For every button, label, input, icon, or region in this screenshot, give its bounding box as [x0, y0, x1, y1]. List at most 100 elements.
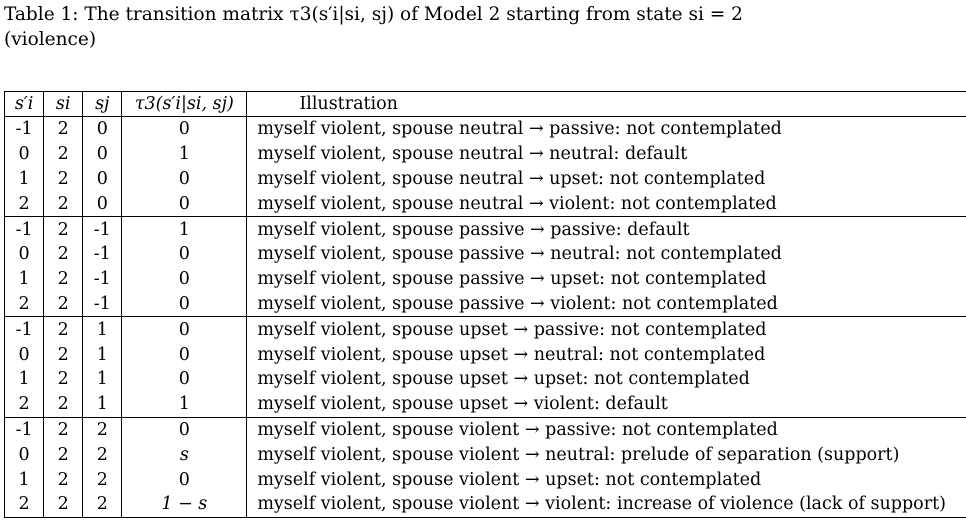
cell-s-i: 2: [43, 417, 84, 443]
cell-s-i: 2: [43, 467, 84, 492]
cell-s-i: 2: [43, 116, 84, 142]
cell-tau: 0: [121, 116, 248, 142]
cell-illustration: myself violent, spouse neutral → upset: …: [257, 168, 766, 189]
cell-s-prime-i: 0: [3, 342, 45, 367]
table-row: 0 2 2 s myself violent, spouse violent → neu…: [3, 442, 966, 468]
cell-tau: 0: [121, 191, 248, 218]
cell-s-i: 2: [43, 442, 84, 468]
transition-matrix-table: s′i si sj τ3(s′i|si, sj) Illustration -1…: [3, 91, 966, 518]
cell-s-j: 0: [82, 166, 123, 192]
cell-s-i: 2: [43, 491, 84, 518]
cell-illustration: myself violent, spouse upset → neutral: …: [257, 344, 766, 365]
table-body: -1 2 0 0 myself violent, spouse neutral → pa…: [3, 116, 966, 518]
cell-tau: 1: [121, 141, 248, 167]
cell-illustration: myself violent, spouse passive → neutral…: [257, 244, 782, 265]
cell-s-j: 1: [82, 391, 123, 418]
table-row: 1 2 1 0 myself violent, spouse upset → upset…: [3, 366, 966, 392]
cell-s-prime-i: 1: [3, 266, 45, 292]
cell-s-j: 0: [82, 141, 123, 167]
cell-s-i: 2: [43, 266, 84, 292]
table-row: 1 2 -1 0 myself violent, spouse passive → up…: [3, 266, 966, 292]
cell-s-j: 2: [82, 442, 123, 468]
cell-s-prime-i: -1: [3, 116, 45, 142]
table-row: 1 2 0 0 myself violent, spouse neutral → ups…: [3, 166, 966, 192]
cell-s-prime-i: 2: [3, 391, 45, 418]
table-row: 2 2 1 1 myself violent, spouse upset → viole…: [3, 391, 966, 418]
cell-illustration: myself violent, spouse upset → upset: no…: [257, 369, 750, 390]
cell-s-prime-i: 0: [3, 241, 45, 267]
cell-s-prime-i: 2: [3, 491, 45, 518]
cell-s-j: 2: [82, 491, 123, 518]
header-s-prime-i: s′i: [3, 91, 45, 117]
table-row: -1 2 2 0 myself violent, spouse violent → pa…: [3, 417, 966, 443]
cell-s-prime-i: 1: [3, 366, 45, 392]
cell-illustration: myself violent, spouse violent → violent…: [246, 491, 966, 518]
cell-s-prime-i: -1: [3, 316, 45, 343]
cell-s-prime-i: 2: [3, 191, 45, 218]
cell-s-i: 2: [43, 141, 84, 167]
cell-s-i: 2: [43, 342, 84, 367]
cell-s-i: 2: [43, 191, 84, 218]
cell-s-prime-i: -1: [3, 216, 45, 242]
cell-s-i: 2: [43, 166, 84, 192]
cell-illustration: myself violent, spouse violent → passive…: [257, 419, 778, 440]
cell-s-j: 1: [82, 342, 123, 367]
cell-illustration: myself violent, spouse passive → violent…: [246, 291, 966, 318]
cell-illustration: myself violent, spouse neutral → neutral…: [257, 144, 688, 165]
cell-tau: 1 − s: [121, 491, 248, 518]
table-row: 1 2 2 0 myself violent, spouse violent → ups…: [3, 467, 966, 492]
cell-tau: 0: [121, 316, 248, 343]
cell-illustration: myself violent, spouse violent → upset: …: [257, 469, 762, 490]
table-row: -1 2 -1 1 myself violent, spouse passive → p…: [3, 216, 966, 242]
cell-illustration: myself violent, spouse passive → upset: …: [257, 269, 767, 290]
cell-illustration: myself violent, spouse upset → passive: …: [257, 319, 767, 340]
cell-tau: 0: [121, 291, 248, 318]
cell-s-j: 2: [82, 417, 123, 443]
table-caption: Table 1: The transition matrix τ3(s′i|si…: [4, 2, 904, 52]
cell-tau: 0: [121, 166, 248, 192]
cell-s-j: 1: [82, 316, 123, 343]
cell-s-prime-i: 1: [3, 166, 45, 192]
cell-tau: 0: [121, 366, 248, 392]
cell-s-j: 0: [82, 116, 123, 142]
cell-s-j: -1: [82, 291, 123, 318]
cell-s-i: 2: [43, 316, 84, 343]
cell-s-j: 2: [82, 467, 123, 492]
cell-s-prime-i: -1: [3, 417, 45, 443]
cell-s-prime-i: 1: [3, 467, 45, 492]
cell-s-prime-i: 0: [3, 442, 45, 468]
header-illustration: Illustration: [246, 91, 966, 117]
cell-illustration: myself violent, spouse passive → passive…: [257, 219, 690, 240]
cell-tau: 0: [121, 241, 248, 267]
table-row: 0 2 0 1 myself violent, spouse neutral → neu…: [3, 141, 966, 167]
table-row: 0 2 1 0 myself violent, spouse upset → neutr…: [3, 342, 966, 367]
cell-tau: 1: [121, 216, 248, 242]
cell-tau: 0: [121, 266, 248, 292]
table-row: 2 2 0 0 myself violent, spouse neutral → vio…: [3, 191, 966, 218]
cell-s-j: 0: [82, 191, 123, 218]
table-row: 2 2 -1 0 myself violent, spouse passive → vi…: [3, 291, 966, 318]
caption-line-2: (violence): [4, 29, 97, 50]
cell-tau: 1: [121, 391, 248, 418]
cell-s-i: 2: [43, 366, 84, 392]
table-row: 0 2 -1 0 myself violent, spouse passive → ne…: [3, 241, 966, 267]
cell-tau: s: [121, 442, 248, 468]
cell-tau: 0: [121, 467, 248, 492]
cell-s-i: 2: [43, 391, 84, 418]
cell-s-j: -1: [82, 266, 123, 292]
header-s-i: si: [43, 91, 84, 117]
caption-line-1: Table 1: The transition matrix τ3(s′i|si…: [4, 4, 743, 25]
cell-s-i: 2: [43, 241, 84, 267]
cell-s-prime-i: 0: [3, 141, 45, 167]
table-header-row: s′i si sj τ3(s′i|si, sj) Illustration: [3, 91, 966, 117]
header-s-j: sj: [82, 91, 123, 117]
cell-illustration: myself violent, spouse neutral → violent…: [246, 191, 966, 218]
cell-s-prime-i: 2: [3, 291, 45, 318]
header-tau: τ3(s′i|si, sj): [121, 91, 248, 117]
cell-s-i: 2: [43, 216, 84, 242]
cell-illustration: myself violent, spouse upset → violent: …: [246, 391, 966, 418]
cell-illustration: myself violent, spouse violent → neutral…: [257, 444, 900, 465]
cell-s-i: 2: [43, 291, 84, 318]
table-row: -1 2 0 0 myself violent, spouse neutral → pa…: [3, 116, 966, 142]
table-row: -1 2 1 0 myself violent, spouse upset → pass…: [3, 316, 966, 343]
